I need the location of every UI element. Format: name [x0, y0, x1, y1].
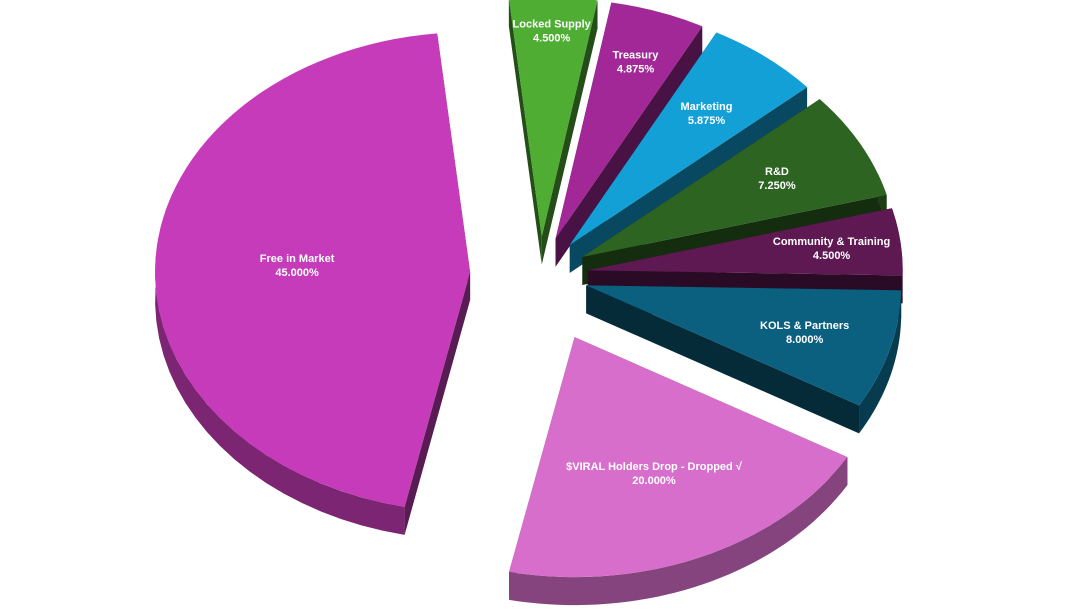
pie-slice	[555, 2, 703, 239]
pie-slice-rim	[155, 193, 405, 535]
pie-slice-rim	[509, 457, 848, 606]
pie-slice	[509, 0, 598, 237]
slice-label: KOLS & Partners	[760, 320, 849, 332]
pie-slice-wall	[555, 26, 703, 267]
pie-slice-labels: Free in Market 45.000% $VIRAL Holders Drop…	[260, 18, 890, 487]
pie-slice-tops	[155, 0, 903, 578]
pie-slice-wall	[541, 0, 598, 265]
slice-value-label: 4.500%	[533, 32, 571, 44]
slice-value-label: 5.875%	[688, 115, 726, 127]
pie-slice	[586, 285, 902, 406]
slice-label: Free in Market	[260, 253, 335, 265]
slice-value-label: 20.000%	[632, 475, 676, 487]
pie-slice-wall	[586, 285, 860, 434]
slice-label: Locked Supply	[513, 18, 592, 30]
pie-slice	[509, 337, 848, 578]
pie-slice	[587, 208, 903, 276]
slice-value-label: 7.250%	[758, 180, 796, 192]
slice-value-label: 8.000%	[786, 334, 824, 346]
pie-slice	[582, 99, 887, 257]
slice-label: R&D	[765, 166, 789, 178]
pie-slice	[155, 33, 471, 507]
slice-label: Marketing	[681, 101, 733, 113]
slice-value-label: 4.500%	[813, 250, 851, 262]
pie-slice-rim	[859, 290, 902, 434]
slice-label: Community & Training	[773, 236, 890, 248]
pie-slice-wall	[508, 0, 542, 265]
slice-value-label: 45.000%	[275, 267, 319, 279]
slice-label: Treasury	[613, 50, 660, 62]
pie-slice	[569, 32, 808, 245]
slice-label: $VIRAL Holders Drop - Dropped √	[566, 461, 743, 473]
pie-slice-wall	[404, 272, 471, 535]
slice-value-label: 4.875%	[617, 64, 655, 76]
